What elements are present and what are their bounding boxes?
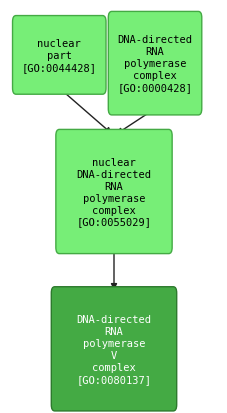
- FancyBboxPatch shape: [51, 287, 176, 411]
- Text: DNA-directed
RNA
polymerase
complex
[GO:0000428]: DNA-directed RNA polymerase complex [GO:…: [117, 35, 192, 93]
- FancyBboxPatch shape: [12, 17, 106, 95]
- Text: nuclear
part
[GO:0044428]: nuclear part [GO:0044428]: [22, 39, 96, 73]
- Text: DNA-directed
RNA
polymerase
V
complex
[GO:0080137]: DNA-directed RNA polymerase V complex [G…: [76, 314, 151, 384]
- FancyBboxPatch shape: [108, 12, 201, 116]
- FancyBboxPatch shape: [56, 130, 171, 254]
- Text: nuclear
DNA-directed
RNA
polymerase
complex
[GO:0055029]: nuclear DNA-directed RNA polymerase comp…: [76, 157, 151, 227]
